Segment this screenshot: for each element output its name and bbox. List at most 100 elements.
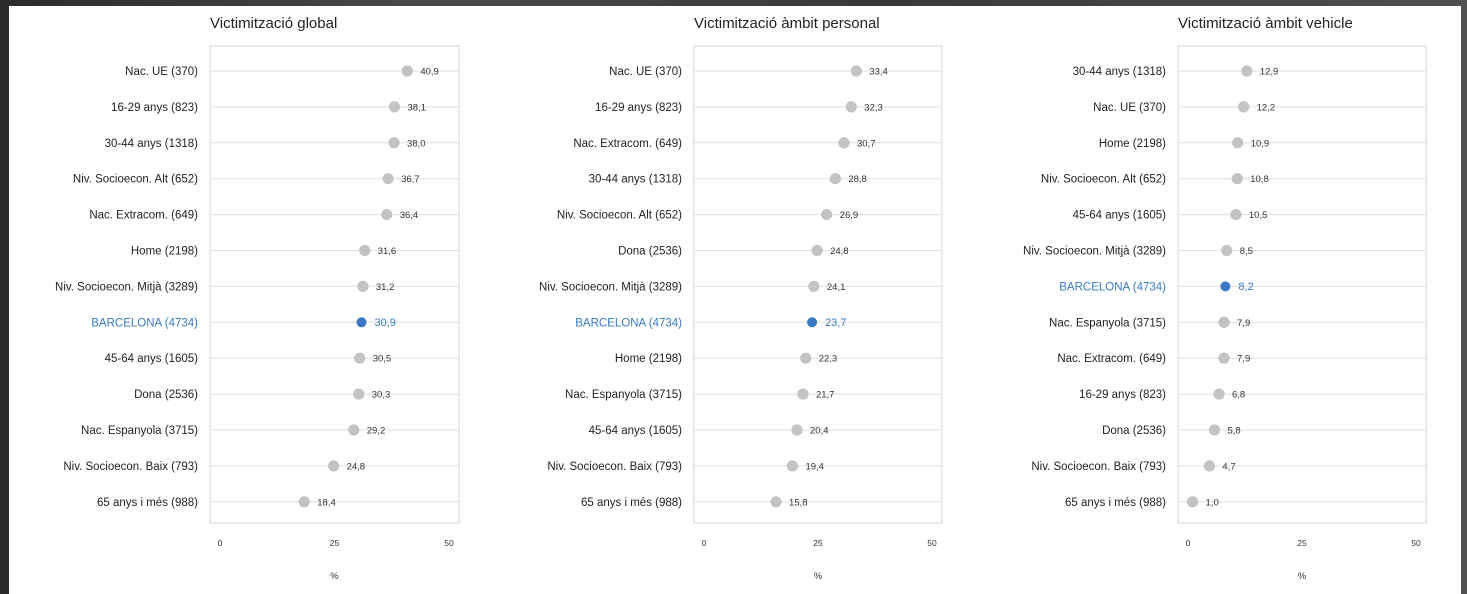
data-label: 8,2 (1238, 281, 1253, 293)
category-label: Nac. Extracom. (649) (89, 210, 198, 222)
category-label: Dona (2536) (618, 246, 682, 258)
category-label: Nac. Extracom. (649) (573, 138, 682, 150)
plot-frame (1177, 45, 1427, 524)
data-point (797, 388, 809, 400)
data-label: 22,3 (819, 354, 838, 365)
category-label: 30-44 anys (1318) (105, 138, 199, 150)
data-point (838, 137, 850, 149)
data-point (1231, 173, 1243, 185)
data-label: 26,9 (840, 210, 859, 221)
chart-title: Victimització àmbit personal (694, 15, 880, 32)
x-tick-label: 0 (702, 538, 707, 548)
data-point (354, 352, 366, 364)
data-point (1232, 137, 1244, 149)
x-tick-label: 50 (927, 538, 937, 548)
data-point (1186, 496, 1199, 508)
x-tick-label: 25 (330, 538, 340, 548)
data-point (1218, 316, 1230, 328)
category-label: 16-29 anys (823) (1079, 389, 1166, 401)
data-point (1213, 388, 1225, 400)
data-label: 29,2 (367, 426, 386, 437)
category-label: Niv. Socioecon. Mitjà (3289) (1023, 246, 1166, 258)
data-label: 7,9 (1237, 354, 1250, 365)
category-label: 65 anys i més (988) (1065, 497, 1166, 509)
data-label: 30,7 (857, 138, 876, 149)
data-point (382, 173, 394, 185)
data-label: 24,8 (830, 246, 849, 257)
category-label: 30-44 anys (1318) (589, 174, 683, 186)
x-tick-label: 25 (1297, 538, 1307, 548)
data-point (770, 496, 782, 508)
data-label: 10,8 (1250, 174, 1269, 185)
data-point (348, 424, 360, 436)
highlight-point (356, 317, 367, 328)
category-label: 45-64 anys (1605) (105, 353, 199, 365)
category-label: Niv. Socioecon. Baix (793) (1031, 461, 1166, 473)
category-label: Dona (2536) (1102, 425, 1166, 437)
category-label: 65 anys i més (988) (581, 497, 682, 509)
data-point (829, 173, 841, 185)
data-label: 38,0 (407, 138, 426, 149)
category-label: Home (2198) (615, 353, 682, 365)
data-point (808, 280, 820, 292)
data-label: 24,1 (827, 282, 846, 293)
category-label: BARCELONA (4734) (575, 317, 682, 329)
chart-title: Victimització àmbit vehicle (1178, 15, 1353, 32)
data-label: 30,9 (375, 317, 396, 329)
x-tick-label: 25 (813, 538, 823, 548)
data-label: 21,7 (816, 390, 835, 401)
data-point (791, 424, 803, 436)
x-tick-label: 0 (218, 538, 223, 548)
data-label: 38,1 (407, 102, 426, 113)
plot-frame (209, 45, 460, 524)
data-label: 28,8 (848, 174, 867, 185)
plot-frame (693, 45, 943, 524)
data-point (1221, 244, 1233, 257)
data-label: 8,5 (1240, 246, 1253, 257)
category-label: Niv. Socioecon. Baix (793) (547, 461, 682, 473)
category-label: Home (2198) (131, 246, 198, 258)
data-label: 6,8 (1232, 390, 1245, 401)
highlight-point (807, 317, 818, 328)
category-label: Nac. Espanyola (3715) (1049, 317, 1166, 329)
data-point (401, 65, 413, 77)
category-label: Niv. Socioecon. Mitjà (3289) (55, 281, 198, 293)
data-label: 23,7 (825, 317, 846, 329)
data-point (353, 388, 365, 400)
category-label: Nac. UE (370) (609, 66, 682, 78)
data-label: 32,3 (864, 102, 883, 113)
category-label: Nac. Extracom. (649) (1057, 353, 1166, 365)
category-label: Nac. Espanyola (3715) (81, 425, 198, 437)
category-label: Niv. Socioecon. Alt (652) (73, 174, 198, 186)
data-point (845, 101, 857, 113)
chart-title: Victimització global (210, 15, 337, 32)
category-label: Niv. Socioecon. Baix (793) (63, 461, 198, 473)
category-label: BARCELONA (4734) (1059, 281, 1166, 293)
data-point (786, 460, 799, 472)
category-label: Niv. Socioecon. Mitjà (3289) (539, 281, 682, 293)
data-point (357, 280, 369, 292)
data-label: 18,4 (317, 497, 336, 508)
data-label: 12,2 (1257, 102, 1276, 113)
category-label: 45-64 anys (1605) (1073, 210, 1167, 222)
data-point (359, 244, 371, 257)
x-tick-label: 50 (444, 538, 454, 548)
category-label: Niv. Socioecon. Alt (652) (1041, 174, 1166, 186)
data-label: 7,9 (1237, 318, 1250, 329)
category-label: 45-64 anys (1605) (589, 425, 683, 437)
data-label: 4,7 (1222, 461, 1235, 472)
category-label: 16-29 anys (823) (111, 102, 198, 114)
data-label: 31,6 (378, 246, 397, 257)
data-point (1238, 101, 1250, 113)
category-label: Nac. UE (370) (1093, 102, 1166, 114)
data-label: 24,8 (347, 461, 366, 472)
data-point (800, 352, 812, 364)
data-label: 1,0 (1206, 497, 1219, 508)
highlight-point (1220, 281, 1231, 292)
x-tick-label: 50 (1411, 538, 1421, 548)
category-label: 65 anys i més (988) (97, 497, 198, 509)
category-label: BARCELONA (4734) (91, 317, 198, 329)
data-label: 36,4 (400, 210, 419, 221)
data-point (1208, 424, 1221, 436)
